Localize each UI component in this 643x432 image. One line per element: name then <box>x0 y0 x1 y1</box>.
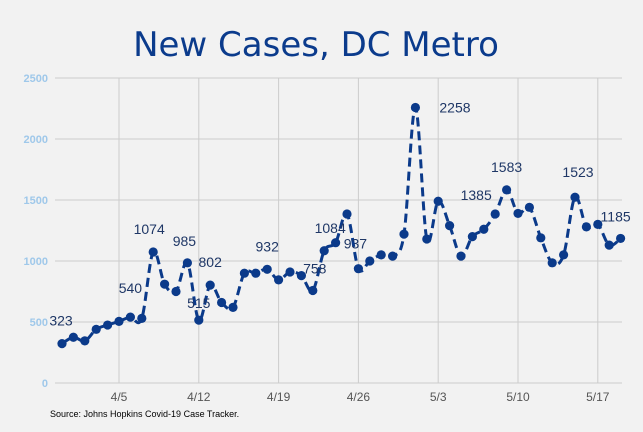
y-tick-label: 1500 <box>24 195 48 207</box>
data-point <box>342 209 352 219</box>
data-point <box>239 268 249 278</box>
data-point <box>148 247 158 257</box>
data-point <box>319 246 329 256</box>
x-tick-label: 4/19 <box>267 390 291 404</box>
data-point <box>456 251 466 261</box>
data-label: 515 <box>187 295 211 311</box>
data-label: 932 <box>256 238 280 254</box>
x-tick-label: 5/10 <box>506 390 530 404</box>
data-label: 985 <box>173 233 197 249</box>
data-point <box>228 302 238 312</box>
data-point <box>353 264 363 274</box>
data-point <box>593 219 603 229</box>
data-point <box>365 256 375 266</box>
data-point <box>296 271 306 281</box>
data-point <box>137 313 147 323</box>
data-point <box>559 250 569 260</box>
data-point <box>171 286 181 297</box>
data-point <box>205 280 215 290</box>
data-point <box>399 229 409 239</box>
x-tick-label: 5/17 <box>586 390 610 404</box>
x-tick-label: 5/3 <box>430 390 447 404</box>
data-point <box>422 234 432 244</box>
data-label: 540 <box>119 280 143 296</box>
y-tick-label: 500 <box>30 317 48 329</box>
data-point <box>467 232 477 242</box>
grid <box>55 77 622 384</box>
data-point <box>604 240 614 250</box>
data-point <box>433 196 443 206</box>
data-point <box>490 209 500 219</box>
data-label: 1084 <box>315 220 346 236</box>
chart-title: New Cases, DC Metro <box>133 25 499 65</box>
y-tick-label: 0 <box>42 378 48 390</box>
data-point <box>57 338 67 349</box>
data-label: 1385 <box>461 187 492 203</box>
data-point <box>262 264 272 274</box>
data-point <box>285 267 295 277</box>
data-label: 1074 <box>134 221 165 237</box>
y-tick-label: 2500 <box>24 73 48 85</box>
source-note: Source: Johns Hopkins Covid-19 Case Trac… <box>50 409 239 419</box>
data-point <box>616 233 626 244</box>
data-label: 1583 <box>491 159 522 175</box>
data-label: 1523 <box>562 164 593 180</box>
y-tick-label: 1000 <box>24 256 48 268</box>
data-point <box>581 222 592 232</box>
x-tick-label: 4/26 <box>347 390 371 404</box>
data-point <box>479 224 489 234</box>
x-axis: 4/5 4/12 4/19 4/26 5/3 5/10 5/17 <box>111 390 610 404</box>
data-point <box>445 221 455 231</box>
data-label: 802 <box>199 254 223 270</box>
data-point <box>331 238 341 248</box>
data-point <box>91 324 101 334</box>
data-point <box>376 250 386 260</box>
data-point <box>182 258 192 268</box>
data-label: 2258 <box>439 100 470 116</box>
data-label: 323 <box>49 313 73 329</box>
data-point <box>410 102 420 113</box>
data-point <box>308 285 318 296</box>
data-point <box>125 312 135 322</box>
data-point <box>513 208 523 219</box>
data-point <box>80 336 90 346</box>
data-point <box>68 332 78 342</box>
x-tick-label: 4/5 <box>111 390 128 404</box>
data-point <box>547 258 557 268</box>
data-point <box>502 185 512 195</box>
data-point <box>160 279 170 289</box>
data-point <box>251 268 261 278</box>
data-point <box>570 192 580 202</box>
data-label: 1185 <box>601 208 631 224</box>
data-point <box>114 316 124 326</box>
data-point <box>536 233 546 243</box>
data-label: 758 <box>303 261 327 277</box>
data-point <box>194 315 204 325</box>
data-point <box>274 275 284 285</box>
data-point <box>388 251 398 261</box>
y-axis: 0 500 1000 1500 2000 2500 <box>24 73 48 390</box>
data-label: 937 <box>344 236 368 252</box>
data-point <box>217 297 227 308</box>
data-points <box>57 102 626 349</box>
x-tick-label: 4/12 <box>187 390 211 404</box>
data-point <box>524 202 535 212</box>
y-tick-label: 2000 <box>24 134 48 146</box>
data-point <box>103 320 113 330</box>
